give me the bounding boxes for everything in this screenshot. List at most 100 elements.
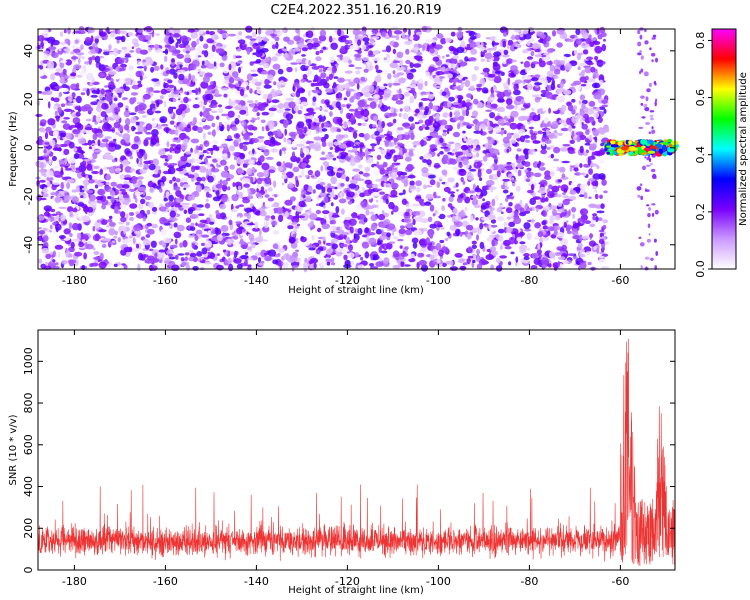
heatmap-cell: [506, 104, 515, 110]
heatmap-cell: [397, 238, 404, 242]
heatmap-cell: [41, 28, 49, 34]
heatmap-cell: [412, 55, 421, 60]
heatmap-cell: [438, 213, 446, 220]
heatmap-cell: [347, 149, 356, 153]
heatmap-cell: [142, 239, 151, 246]
heatmap-cell: [137, 80, 142, 84]
heatmap-cell: [360, 200, 368, 208]
heatmap-cell: [588, 178, 596, 182]
heatmap-cell: [456, 232, 460, 237]
heatmap-cell: [426, 44, 431, 52]
heatmap-cell: [493, 85, 498, 92]
heatmap-cell: [297, 223, 300, 227]
heatmap-cell: [465, 137, 474, 145]
heatmap-cell: [172, 126, 177, 131]
heatmap-cell: [591, 37, 597, 41]
heatmap-cell: [263, 169, 270, 178]
heatmap-cell: [594, 193, 599, 200]
heatmap-cell: [185, 50, 190, 54]
heatmap-cell: [60, 103, 66, 107]
heatmap-cell: [474, 187, 482, 193]
heatmap-cell: [143, 93, 151, 100]
heatmap-cell: [263, 62, 270, 69]
heatmap-cell: [327, 183, 332, 187]
heatmap-cell: [255, 86, 261, 90]
heatmap-cell: [372, 57, 381, 61]
heatmap-cell: [483, 49, 487, 53]
heatmap-cell: [55, 68, 63, 72]
heatmap-cell: [205, 198, 209, 203]
heatmap-cell: [135, 243, 140, 249]
heatmap-cell: [329, 56, 335, 63]
heatmap-cell: [589, 163, 598, 167]
heatmap-cell: [203, 180, 207, 184]
heatmap-cell: [508, 221, 516, 228]
heatmap-cell: [247, 100, 254, 104]
heatmap-cell: [418, 106, 425, 111]
heatmap-cell: [406, 72, 414, 80]
heatmap-cell: [54, 148, 62, 151]
heatmap-cell: [532, 42, 539, 50]
heatmap-cell: [239, 109, 247, 115]
heatmap-cell: [418, 239, 428, 246]
heatmap-cell: [329, 90, 333, 93]
heatmap-cell: [130, 92, 139, 96]
heatmap-cell: [522, 49, 529, 54]
heatmap-cell: [415, 198, 425, 202]
heatmap-cell: [195, 152, 205, 155]
heatmap-cell: [145, 132, 152, 135]
heatmap-cell: [105, 75, 112, 81]
heatmap-cell: [125, 213, 129, 219]
heatmap-cell: [209, 31, 215, 36]
heatmap-cell: [90, 35, 94, 43]
heatmap-cell: [358, 132, 365, 138]
heatmap-cell: [392, 48, 397, 55]
heatmap-cell: [436, 33, 444, 39]
heatmap-cell: [473, 66, 480, 71]
heatmap-cell: [550, 82, 556, 91]
heatmap-cell: [260, 70, 269, 75]
heatmap-cell: [235, 221, 242, 224]
heatmap-cell: [563, 89, 572, 96]
heatmap-cell: [460, 176, 464, 183]
heatmap-cell: [202, 150, 207, 154]
heatmap-cell: [104, 85, 108, 88]
heatmap-cell: [383, 219, 391, 225]
heatmap-cell: [249, 88, 253, 94]
heatmap-cell: [479, 123, 487, 130]
heatmap-cell: [322, 205, 326, 209]
heatmap-cell: [174, 204, 183, 208]
heatmap-cell: [412, 242, 418, 249]
heatmap-cell: [463, 262, 468, 266]
heatmap-cell: [561, 160, 570, 164]
heatmap-cell: [419, 140, 427, 146]
heatmap-cell: [256, 112, 260, 117]
heatmap-cell: [284, 128, 288, 136]
heatmap-cell: [211, 237, 217, 241]
heatmap-cell: [403, 180, 408, 187]
heatmap-cell: [228, 84, 235, 88]
heatmap-cell: [59, 132, 67, 138]
heatmap-cell: [301, 47, 308, 52]
heatmap-cell: [101, 203, 106, 210]
heatmap-cell: [503, 86, 509, 90]
heatmap-cell: [267, 110, 275, 117]
heatmap-cell: [398, 211, 405, 216]
heatmap-cell: [588, 196, 592, 199]
heatmap-cell: [108, 227, 116, 236]
heatmap-cell: [581, 99, 588, 105]
heatmap-cell: [195, 52, 199, 58]
heatmap-cell: [489, 165, 494, 170]
heatmap-cell: [111, 159, 116, 163]
heatmap-cell: [276, 32, 283, 36]
heatmap-cell: [598, 258, 607, 265]
heatmap-cell: [502, 40, 507, 48]
heatmap-cell: [383, 257, 390, 265]
heatmap-cell: [109, 190, 116, 197]
heatmap-cell: [125, 41, 131, 49]
heatmap-cell: [227, 33, 237, 37]
heatmap-cell: [464, 206, 468, 212]
heatmap-cell: [191, 242, 196, 249]
heatmap-cell: [549, 215, 555, 222]
